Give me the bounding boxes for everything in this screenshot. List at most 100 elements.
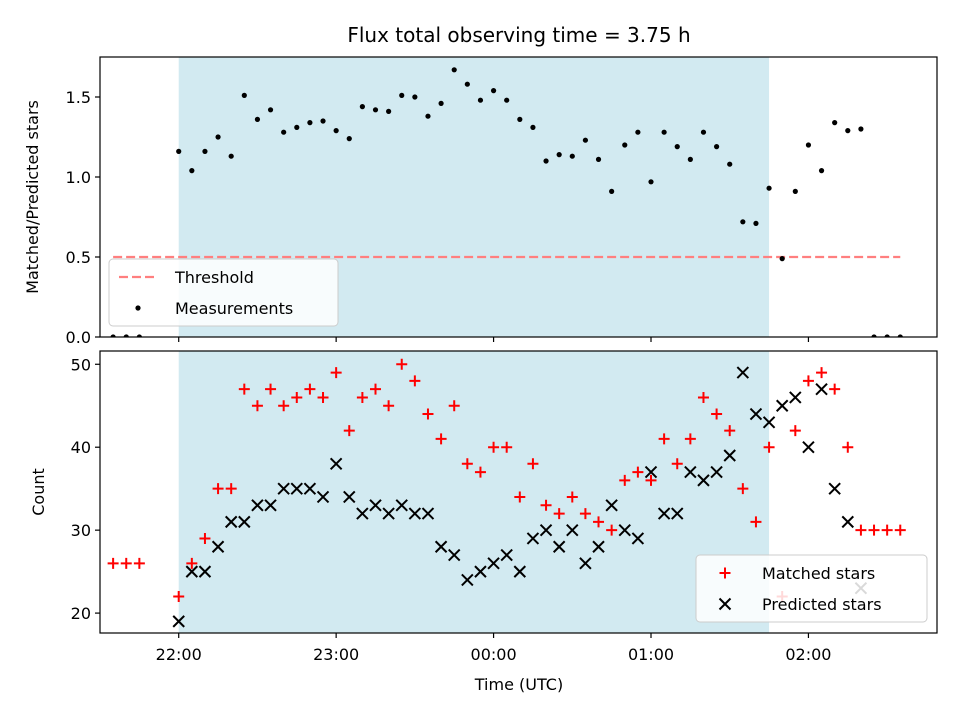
predicted-star-point [172,615,185,628]
predicted-star-point [671,507,684,520]
matched-star-point [855,524,867,536]
predicted-star-point [815,382,828,396]
matched-star-point [645,474,657,486]
predicted-star-point [448,548,461,562]
matched-star-point [763,441,775,453]
measurement-point [858,126,864,132]
legend-label: Threshold [174,268,254,287]
matched-star-point [527,458,539,470]
series-predicted-stars [172,366,868,628]
predicted-star-point [736,366,750,379]
matched-star-point [671,458,683,470]
matched-star-point [474,466,486,478]
y-tick-label: 0.0 [66,328,91,347]
matched-star-point [868,524,880,536]
predicted-star-point [500,548,513,562]
predicted-star-point [605,499,618,512]
predicted-star-point [421,507,435,520]
measurement-point [425,113,431,119]
predicted-star-point [749,407,763,421]
legend-measurement-swatch [135,305,141,311]
measurement-point [451,67,457,73]
matched-star-point [540,499,552,511]
predicted-star-point [487,557,500,570]
measurement-point [648,179,654,185]
measurement-point [595,156,602,162]
plot-area [110,67,903,337]
matched-star-point [881,524,893,536]
measurement-point [372,107,379,113]
measurement-point [635,129,641,135]
measurement-point [202,148,208,154]
legend-matched-swatch [719,567,731,579]
matched-star-point [383,400,395,412]
measurement-point [359,104,365,110]
predicted-star-point [395,499,408,512]
predicted-star-point [789,391,802,404]
measurement-point [779,256,785,262]
predicted-star-point [526,532,540,545]
measurement-point [254,116,261,122]
measurement-point [136,334,142,337]
x-axis-label: Time (UTC) [474,675,563,694]
measurement-point [307,120,313,126]
measurement-point [871,334,877,337]
series-measurements [110,67,903,337]
measurement-point [477,97,484,103]
measurement-point [281,129,287,135]
legend-box [695,554,928,623]
matched-star-point [697,391,709,403]
matched-star-point [579,508,591,520]
matched-star-point [291,391,303,403]
measurement-point [176,148,182,154]
predicted-star-point [198,565,212,578]
matched-star-point [658,433,670,445]
measurement-point [294,124,300,130]
matched-star-point [737,483,749,495]
predicted-star-point [408,507,422,520]
predicted-star-point [644,465,658,479]
measurement-point [438,100,444,106]
predicted-star-point [579,557,592,570]
predicted-star-point [566,523,579,537]
matched-star-point [225,483,237,495]
measurement-point [582,137,589,143]
predicted-star-point [618,523,631,537]
measurement-point [320,118,326,124]
matched-star-point [107,557,119,569]
matched-star-point [566,491,578,503]
y-tick-label: 1.0 [66,168,91,187]
matched-star-point [632,466,644,478]
predicted-star-point [303,482,317,495]
predicted-star-point [238,515,251,529]
measurement-point [110,334,116,337]
measurement-point [504,97,510,103]
chart-title: Flux total observing time = 3.75 h [347,23,690,47]
predicted-star-point [552,540,566,553]
axes-frame [99,56,938,338]
predicted-star-point [710,465,723,479]
x-tick-label: 00:00 [471,645,517,664]
observing-window-span [178,351,770,633]
legend-predicted-swatch [718,597,732,611]
measurement-point [661,129,667,135]
matched-star-point [278,400,290,412]
legend-label: Predicted stars [762,595,882,614]
matched-star-point [724,425,736,437]
y-tick-label: 40 [71,438,91,457]
matched-star-point [501,441,513,453]
measurement-point [189,168,195,174]
predicted-star-point [251,499,264,512]
predicted-star-point [802,441,815,454]
measurement-point [622,142,628,148]
x-tick-label: 01:00 [628,645,674,664]
matched-star-point [684,433,696,445]
matched-star-point [816,367,828,379]
x-tick-label: 02:00 [785,645,831,664]
measurement-point [412,94,418,100]
predicted-star-point [631,532,645,545]
predicted-star-point [185,565,199,578]
predicted-star-point [657,507,671,520]
matched-star-point [802,375,814,387]
